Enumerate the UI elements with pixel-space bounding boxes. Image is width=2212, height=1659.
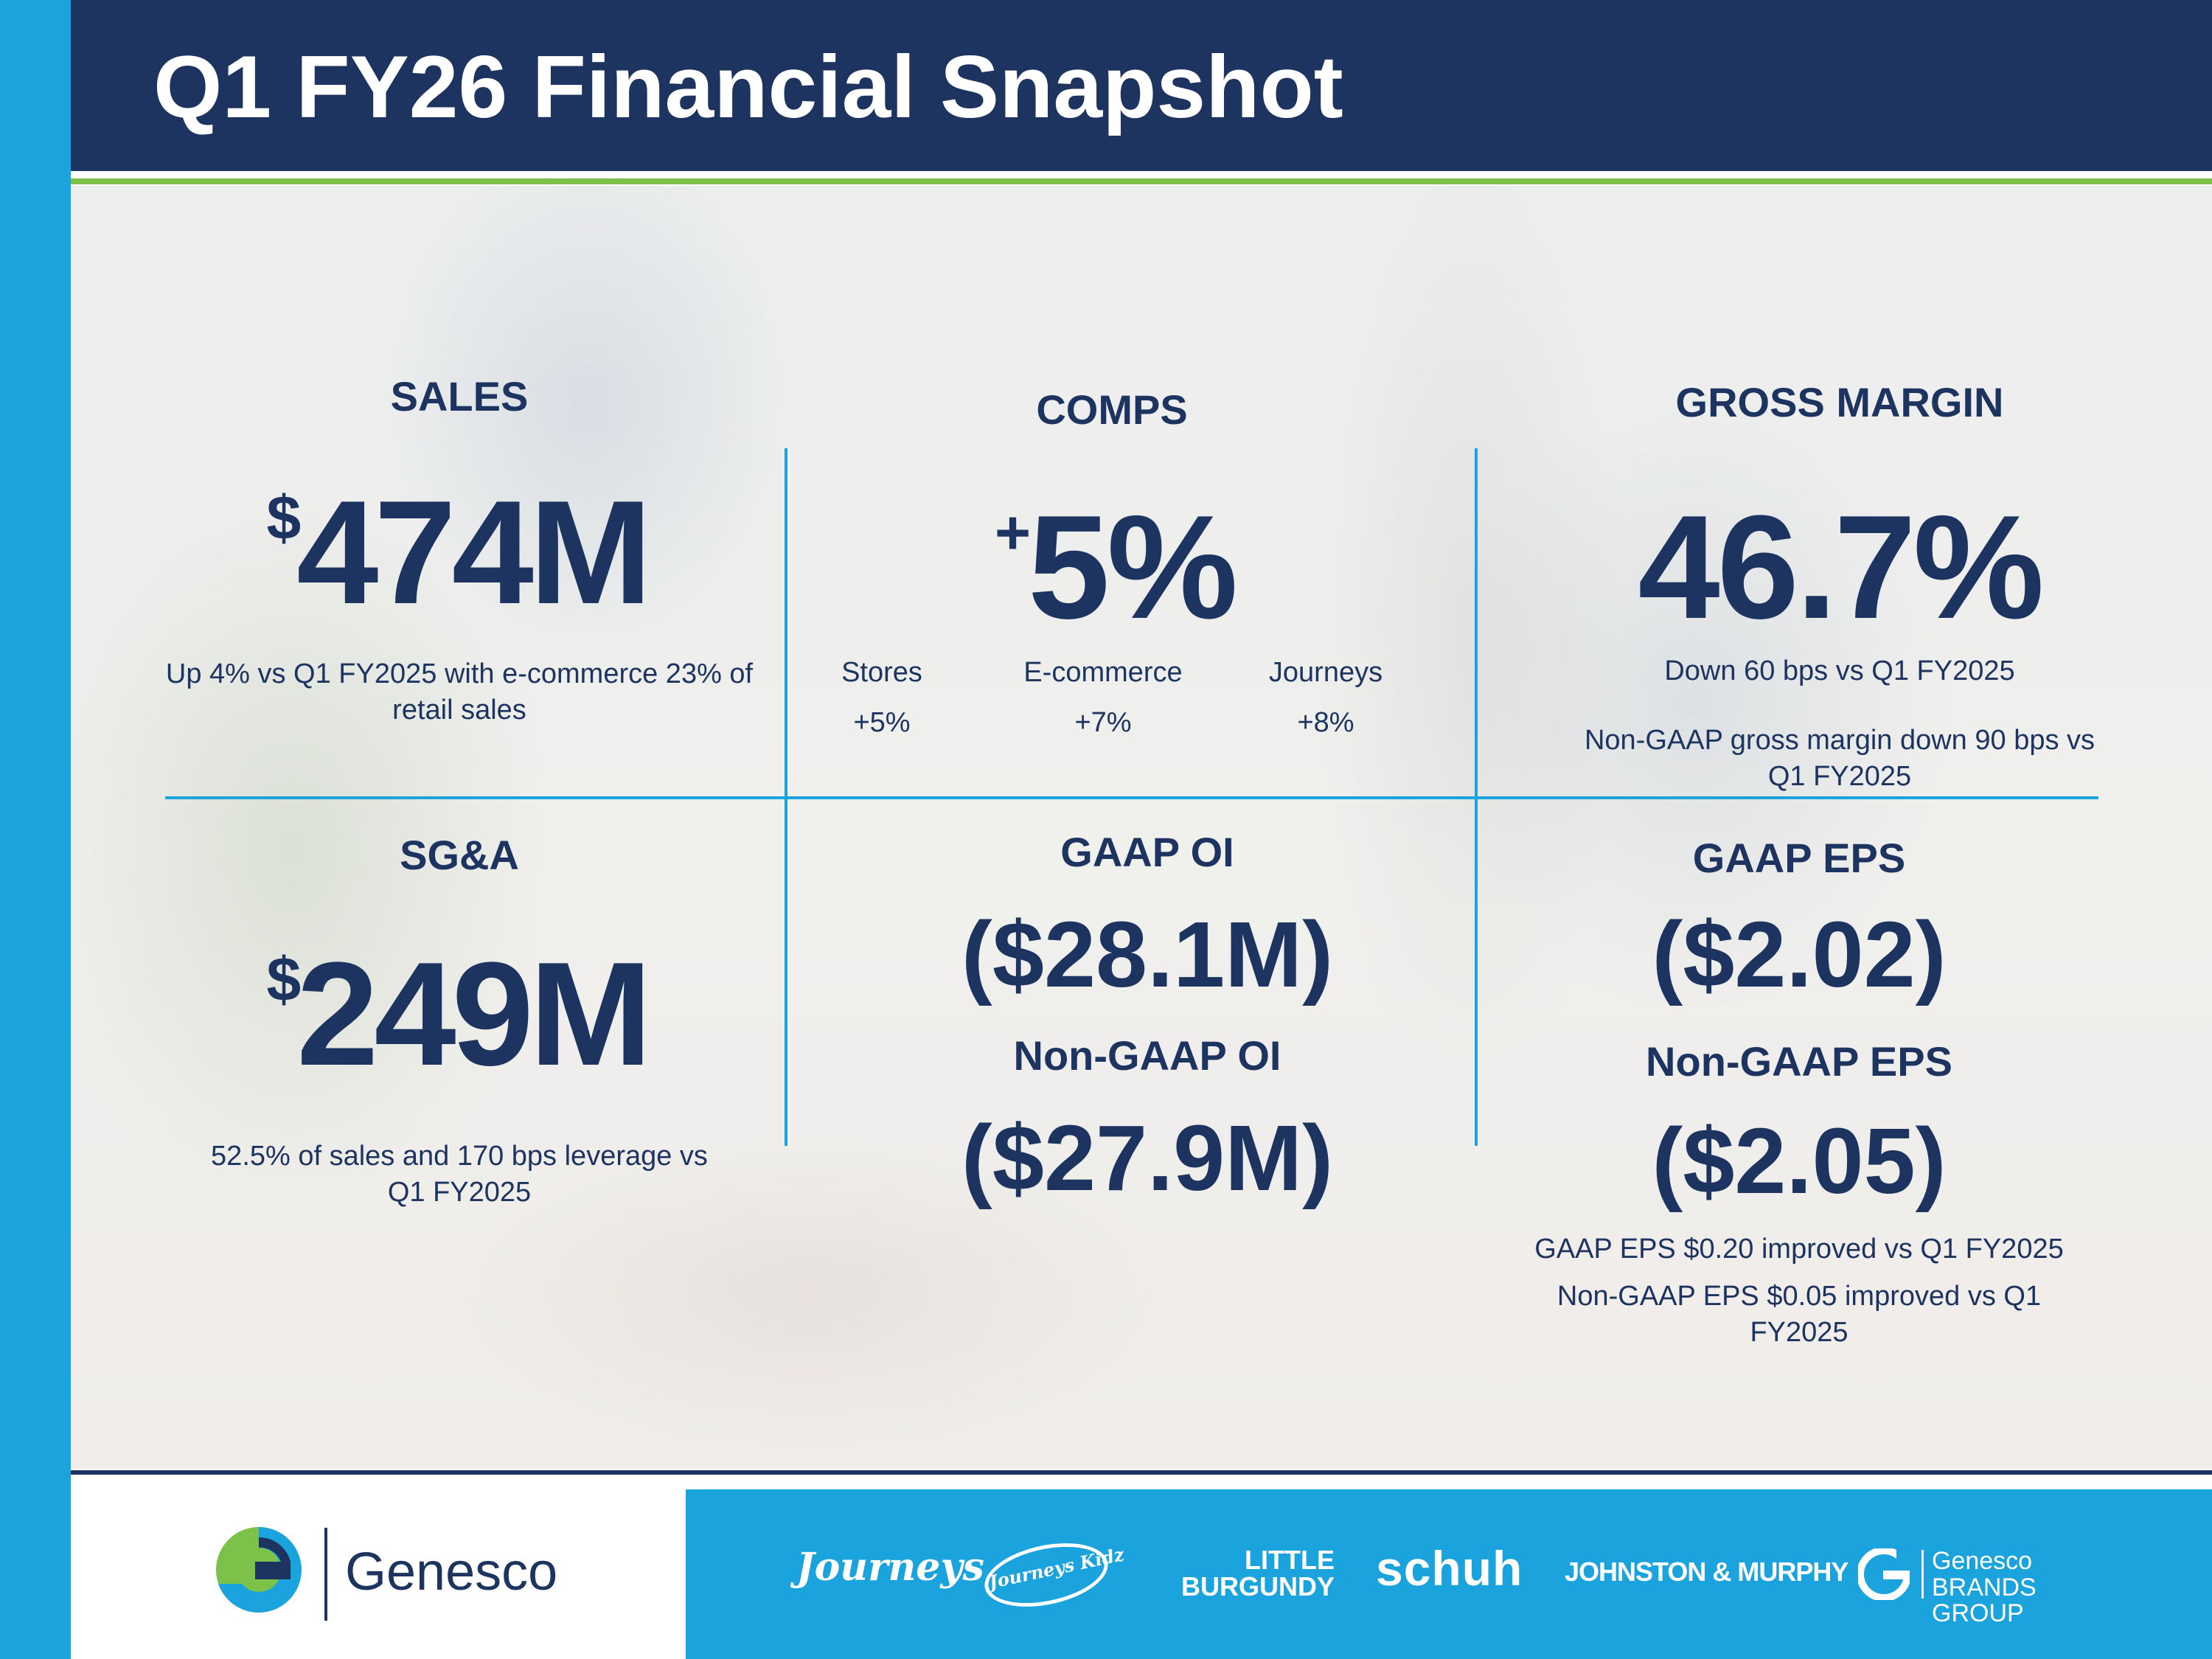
johnston-murphy-logo: JOHNSTON & MURPHY (1565, 1557, 1848, 1587)
divider-horizontal (165, 796, 2098, 799)
gaap-eps-title: GAAP EPS (1692, 835, 1906, 881)
background-photo (71, 186, 2212, 1469)
comps-title: COMPS (1036, 386, 1188, 433)
genesco-logo-icon (216, 1527, 302, 1613)
comps-item-label: Stores (841, 657, 922, 688)
footer-company-area: Genesco (71, 1489, 686, 1659)
comps-item-stores: Stores +5% (786, 658, 978, 737)
gaap-oi-title: GAAP OI (1060, 829, 1234, 875)
gaap-eps-value: ($2.02) (1652, 902, 1947, 1006)
comps-item-journeys: Journeys +8% (1230, 658, 1422, 737)
sales-currency: $ (266, 483, 301, 553)
sga-value: $249M (133, 941, 782, 1088)
sales-title: SALES (390, 373, 529, 420)
sales-value: $474M (133, 479, 782, 627)
company-logo-text: Genesco (345, 1543, 558, 1601)
comps-sign: + (994, 498, 1031, 568)
comps-item-label: Journeys (1268, 657, 1383, 688)
nongaap-eps-value: ($2.05) (1652, 1109, 1947, 1213)
photo-overlay (71, 186, 2212, 1469)
gross-margin-note-1: Down 60 bps vs Q1 FY2025 (1664, 655, 2015, 686)
header-bar (71, 0, 2212, 171)
little-burgundy-logo: LITTLE BURGUNDY (1180, 1545, 1335, 1601)
nongaap-oi-value: ($27.9M) (961, 1106, 1334, 1210)
footer-rule (71, 1470, 2212, 1475)
sga-title: SG&A (400, 832, 519, 878)
comps-value: +5% (894, 494, 1336, 641)
comps-item-ecommerce: E-commerce +7% (1007, 658, 1199, 737)
gross-margin-title: GROSS MARGIN (1675, 379, 2004, 425)
sga-amount: 249M (296, 932, 652, 1096)
sga-note: 52.5% of sales and 170 bps leverage vs Q… (211, 1141, 708, 1208)
sales-note: Up 4% vs Q1 FY2025 with e-commerce 23% o… (165, 658, 754, 726)
nongaap-oi-title: Non-GAAP OI (1013, 1032, 1281, 1079)
logo-divider (324, 1528, 327, 1621)
genesco-brands-group-logo: Genesco BRANDS GROUP (1932, 1547, 2037, 1628)
nongaap-eps-title: Non-GAAP EPS (1646, 1038, 1952, 1085)
schuh-logo: schuh (1376, 1541, 1523, 1596)
genesco-brands-group-icon (1858, 1548, 1910, 1600)
comps-item-value: +5% (853, 707, 911, 738)
brands-group-divider (1921, 1550, 1924, 1599)
comps-item-label: E-commerce (1023, 657, 1183, 688)
eps-note-2: Non-GAAP EPS $0.05 improved vs Q1 FY2025 (1557, 1281, 2042, 1349)
sales-amount: 474M (296, 470, 652, 635)
gross-margin-value: 46.7% (1638, 485, 2044, 650)
comps-item-value: +8% (1297, 707, 1354, 738)
eps-note-1: GAAP EPS $0.20 improved vs Q1 FY2025 (1534, 1234, 2064, 1265)
journeys-logo: Journeys (796, 1545, 984, 1590)
gross-margin-note-2: Non-GAAP gross margin down 90 bps vs Q1 … (1584, 725, 2096, 793)
gaap-oi-value: ($28.1M) (961, 902, 1334, 1006)
header-accent-line (71, 178, 2212, 184)
footer-brands-area: Journeys Journeys Kidz LITTLE BURGUNDY s… (686, 1489, 2212, 1659)
comps-item-value: +7% (1074, 707, 1132, 738)
sga-currency: $ (266, 945, 301, 1015)
left-accent-bar (0, 0, 71, 1659)
page-title: Q1 FY26 Financial Snapshot (153, 38, 1343, 136)
comps-amount: 5% (1028, 485, 1238, 650)
